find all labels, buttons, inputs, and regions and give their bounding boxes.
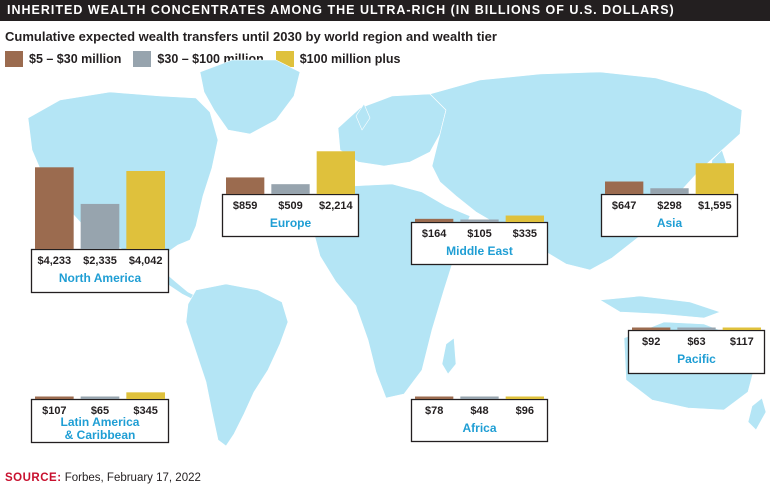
region-label-latin-america-and-caribbean: Latin America xyxy=(61,415,140,429)
bar-europe-tier2 xyxy=(271,184,310,194)
chart-subtitle: Cumulative expected wealth transfers unt… xyxy=(5,29,497,44)
value-label-asia-tier1: $647 xyxy=(612,200,636,212)
value-label-pacific-tier3: $117 xyxy=(730,336,754,348)
region-label-middle-east: Middle East xyxy=(446,244,513,258)
bar-middle-east-tier3 xyxy=(505,215,544,222)
region-africa: $78 $48 $96 Africa xyxy=(410,396,549,443)
region-label-asia: Asia xyxy=(657,216,683,230)
value-label-asia-tier3: $1,595 xyxy=(698,200,732,212)
region-label-north-america: North America xyxy=(59,271,142,285)
map-indonesia xyxy=(599,295,721,319)
legend-item-tier1: $5 – $30 million xyxy=(5,51,121,67)
value-label-north-america-tier3: $4,042 xyxy=(129,255,163,267)
map-south-america xyxy=(185,283,289,447)
bar-latin-america-and-caribbean-tier1 xyxy=(35,396,74,399)
bar-asia-tier1 xyxy=(605,181,644,194)
bar-asia-tier2 xyxy=(650,188,689,194)
region-north-america: $4,233 $2,335 $4,042 North America xyxy=(30,167,170,294)
bar-pacific-tier1 xyxy=(632,327,671,330)
region-box-pacific xyxy=(627,329,766,375)
value-label-pacific-tier2: $63 xyxy=(687,336,705,348)
value-label-middle-east-tier2: $105 xyxy=(467,228,491,240)
bar-north-america-tier3 xyxy=(126,170,165,249)
map-greenland xyxy=(199,59,301,135)
region-box-asia xyxy=(600,193,739,238)
bar-africa-tier1 xyxy=(415,396,454,399)
bar-latin-america-and-caribbean-tier2 xyxy=(80,396,120,399)
value-label-middle-east-tier3: $335 xyxy=(513,228,537,240)
bar-middle-east-tier1 xyxy=(415,218,454,222)
region-asia: $647 $298 $1,595 Asia xyxy=(600,163,739,238)
value-label-africa-tier2: $48 xyxy=(470,405,488,417)
source-note: SOURCE: Forbes, February 17, 2022 xyxy=(5,472,201,484)
region-box-middle-east xyxy=(410,221,549,266)
value-label-africa-tier1: $78 xyxy=(425,405,443,417)
bar-middle-east-tier2 xyxy=(460,219,499,222)
region-label-latin-america-and-caribbean: & Caribbean xyxy=(65,428,136,442)
value-label-pacific-tier1: $92 xyxy=(642,336,660,348)
bar-africa-tier2 xyxy=(460,396,499,399)
value-label-europe-tier1: $859 xyxy=(233,200,257,212)
region-box-europe xyxy=(221,193,360,238)
region-label-europe: Europe xyxy=(270,216,312,230)
value-label-middle-east-tier1: $164 xyxy=(422,228,447,240)
bar-pacific-tier3 xyxy=(722,327,761,330)
bar-north-america-tier2 xyxy=(80,203,120,249)
bar-pacific-tier2 xyxy=(677,327,716,330)
legend-label-tier1: $5 – $30 million xyxy=(29,52,122,66)
bar-europe-tier3 xyxy=(316,151,355,194)
value-label-africa-tier3: $96 xyxy=(516,405,534,417)
bar-north-america-tier1 xyxy=(35,167,74,249)
legend-swatch-tier1 xyxy=(5,51,23,67)
source-label: SOURCE: xyxy=(5,472,62,484)
region-box-africa xyxy=(410,398,549,443)
legend-label-tier3: $100 million plus xyxy=(299,52,401,66)
bar-europe-tier1 xyxy=(226,177,265,194)
value-label-north-america-tier2: $2,335 xyxy=(83,255,117,267)
source-text: Forbes, February 17, 2022 xyxy=(64,472,201,484)
region-label-africa: Africa xyxy=(462,421,496,435)
region-box-latin-america-and-caribbean xyxy=(30,398,170,444)
bar-africa-tier3 xyxy=(505,396,544,399)
bar-latin-america-and-caribbean-tier3 xyxy=(126,392,165,399)
map-madagascar xyxy=(441,337,457,375)
legend-swatch-tier2 xyxy=(133,51,152,67)
bar-asia-tier3 xyxy=(695,163,734,194)
value-label-north-america-tier1: $4,233 xyxy=(38,255,72,267)
value-label-asia-tier2: $298 xyxy=(657,200,681,212)
value-label-latin-america-and-caribbean-tier2: $65 xyxy=(91,405,109,417)
region-europe: $859 $509 $2,214 Europe xyxy=(221,151,360,238)
map-new-zealand xyxy=(747,397,767,431)
map-uk xyxy=(355,103,371,131)
value-label-latin-america-and-caribbean-tier1: $107 xyxy=(42,405,66,417)
region-pacific: $92 $63 $117 Pacific xyxy=(627,327,766,375)
region-box-north-america xyxy=(30,248,170,294)
value-label-europe-tier2: $509 xyxy=(278,200,302,212)
region-label-pacific: Pacific xyxy=(677,352,716,366)
chart-title: INHERITED WEALTH CONCENTRATES AMONG THE … xyxy=(0,0,770,21)
value-label-latin-america-and-caribbean-tier3: $345 xyxy=(133,405,157,417)
value-label-europe-tier3: $2,214 xyxy=(319,200,354,212)
